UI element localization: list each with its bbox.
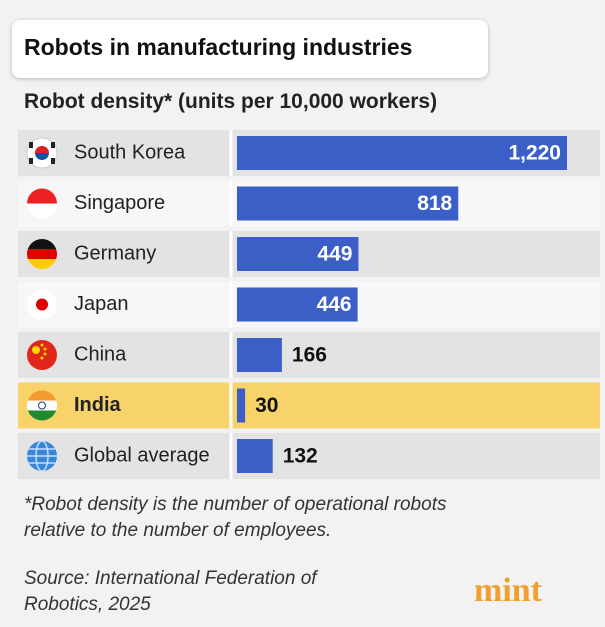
chart-title: Robots in manufacturing industries (24, 34, 413, 60)
flag-icon (27, 188, 57, 219)
flag (29, 142, 33, 148)
value-label: 166 (292, 344, 327, 367)
flag-icon (27, 239, 57, 269)
category-label: India (74, 394, 122, 416)
flag (29, 158, 33, 164)
value-label: 30 (255, 394, 278, 417)
value-label: 818 (417, 192, 452, 215)
value-label: 449 (317, 243, 352, 266)
flag-icon (27, 289, 57, 320)
bar (237, 237, 359, 271)
flag (27, 249, 57, 259)
bar (237, 186, 459, 221)
row-band (18, 332, 600, 378)
footnote: *Robot density is the number of operatio… (24, 494, 447, 541)
value-label: 446 (317, 293, 352, 316)
category-label: Japan (74, 293, 129, 315)
bar (237, 287, 358, 322)
flag (43, 352, 47, 356)
flag (38, 401, 46, 410)
source: Source: International Federation of Robo… (24, 568, 317, 615)
flag-icon (27, 390, 57, 421)
flag (51, 142, 55, 148)
flag (32, 346, 40, 354)
bar (237, 136, 567, 170)
chart-subtitle: Robot density* (units per 10,000 workers… (24, 90, 438, 113)
chart: South Korea 1,220 Singapore 818 Germany 449 Ja… (18, 130, 600, 479)
flag (27, 259, 57, 269)
category-label: Global average (74, 444, 210, 466)
flag-icon (27, 440, 57, 472)
flag (27, 390, 57, 401)
flag (27, 188, 57, 204)
flag (40, 356, 44, 360)
flag (40, 343, 44, 347)
flag-icon (26, 137, 58, 169)
flag (51, 158, 55, 164)
title-box: Robots in manufacturing industries (12, 20, 488, 78)
row-band (18, 433, 600, 479)
flag (27, 410, 57, 421)
flag (43, 347, 47, 351)
flag (35, 153, 49, 160)
row-band (18, 382, 600, 429)
flag (27, 203, 57, 219)
flag (27, 400, 57, 411)
value-label: 132 (283, 445, 318, 468)
flag (27, 239, 57, 249)
bar (237, 388, 246, 423)
bar (237, 439, 273, 473)
category-label: South Korea (74, 141, 186, 163)
category-label: Singapore (74, 192, 165, 214)
flag-icon (27, 340, 57, 370)
flag (35, 146, 49, 153)
value-label: 1,220 (508, 142, 561, 165)
category-label: Germany (74, 242, 156, 264)
flag (36, 298, 48, 311)
bar (237, 338, 282, 372)
category-label: China (74, 343, 127, 365)
brand-logo: mint (474, 572, 542, 609)
